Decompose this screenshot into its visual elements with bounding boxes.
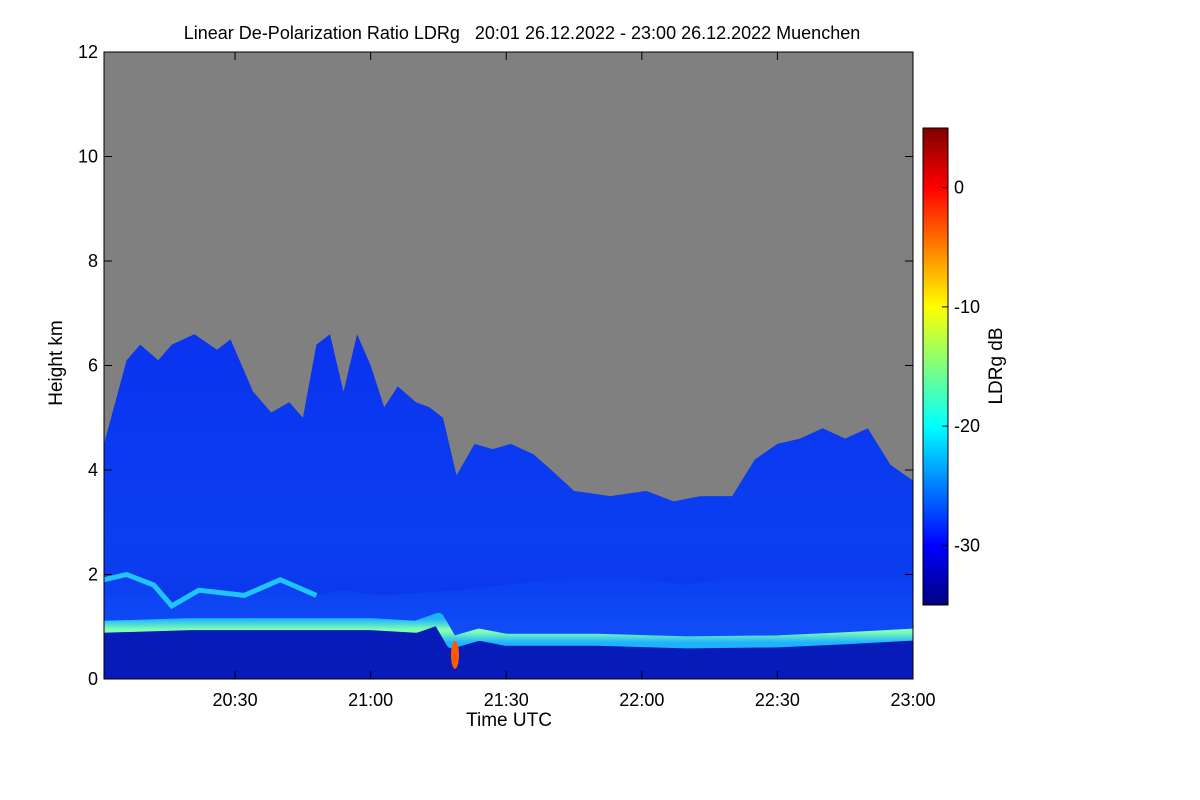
y-tick-label: 6	[88, 356, 98, 376]
near-ground-layer	[104, 618, 913, 679]
low-layer-edge	[104, 571, 318, 610]
y-axis: 0 2 4 6 8 10 12	[78, 42, 913, 689]
colorbar: 0 -10 -20 -30 LDRg dB	[922, 127, 1007, 606]
x-axis-label: Time UTC	[466, 710, 552, 731]
colorbar-tick-label: -20	[954, 416, 980, 436]
boundary-layer-band	[104, 612, 913, 649]
heatmap-layers	[104, 334, 913, 679]
y-tick-label: 12	[78, 42, 98, 62]
y-tick-label: 8	[88, 251, 98, 271]
high-ldr-spot	[451, 641, 459, 669]
colorbar-label: LDRg dB	[986, 327, 1007, 404]
y-tick-label: 0	[88, 669, 98, 689]
x-axis: 20:30 21:00 21:30 22:00 22:30 23:00	[213, 52, 936, 710]
y-axis-label: Height km	[46, 320, 67, 406]
plot-area	[103, 51, 914, 680]
colorbar-tick-label: -30	[954, 535, 980, 555]
y-tick-label: 2	[88, 565, 98, 585]
x-tick-label: 22:00	[619, 690, 664, 710]
x-tick-label: 21:30	[484, 690, 529, 710]
y-tick-label: 10	[78, 147, 98, 167]
y-tick-label: 4	[88, 460, 98, 480]
colorbar-gradient	[922, 127, 949, 606]
x-tick-label: 22:30	[755, 690, 800, 710]
x-tick-label: 23:00	[890, 690, 935, 710]
x-tick-label: 20:30	[213, 690, 258, 710]
colorbar-tick-label: 0	[954, 178, 964, 198]
colorbar-tick-label: -10	[954, 297, 980, 317]
chart-title: Linear De-Polarization Ratio LDRg 20:01 …	[184, 23, 860, 43]
colorbar-ticks: 0 -10 -20 -30	[942, 178, 980, 555]
x-tick-label: 21:00	[348, 690, 393, 710]
